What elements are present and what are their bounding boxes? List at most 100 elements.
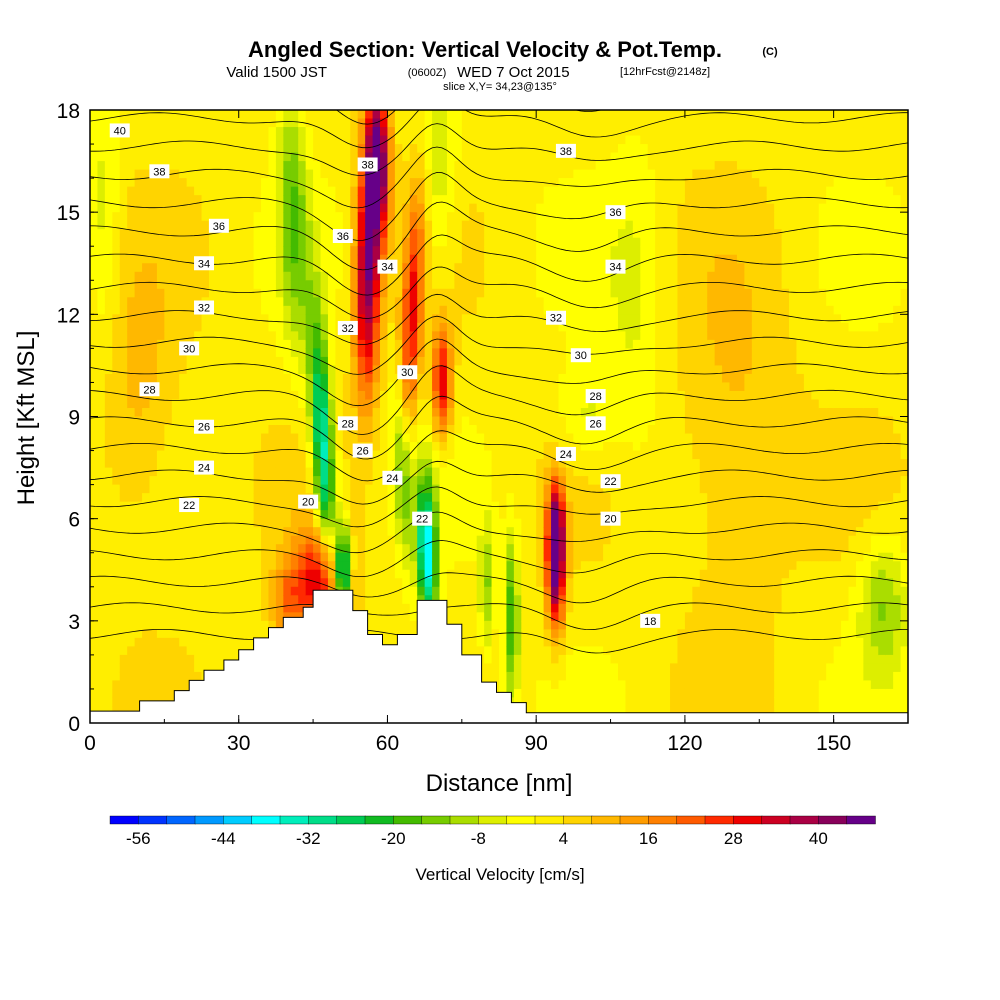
velocity-cell xyxy=(261,246,270,256)
velocity-cell xyxy=(409,467,418,477)
velocity-cell xyxy=(394,484,403,494)
velocity-cell xyxy=(499,263,508,273)
velocity-cell xyxy=(424,561,433,571)
velocity-cell xyxy=(186,365,195,375)
velocity-cell xyxy=(491,161,500,171)
velocity-cell xyxy=(484,348,493,358)
velocity-cell xyxy=(387,305,396,315)
velocity-cell xyxy=(387,348,396,358)
velocity-cell xyxy=(595,118,604,128)
velocity-cell xyxy=(201,612,210,622)
velocity-cell xyxy=(134,161,143,171)
velocity-cell xyxy=(551,484,560,494)
velocity-cell xyxy=(171,654,180,664)
velocity-cell xyxy=(446,331,455,341)
velocity-cell xyxy=(261,450,270,460)
velocity-cell xyxy=(513,646,522,656)
velocity-cell xyxy=(171,620,180,630)
velocity-cell xyxy=(223,476,232,486)
velocity-cell xyxy=(90,476,99,486)
velocity-cell xyxy=(476,365,485,375)
velocity-cell xyxy=(90,407,99,418)
velocity-cell xyxy=(342,186,351,196)
velocity-cell xyxy=(283,416,292,426)
velocity-cell xyxy=(305,578,314,588)
velocity-cell xyxy=(171,459,180,469)
velocity-cell xyxy=(90,144,99,154)
velocity-cell xyxy=(446,186,455,196)
velocity-cell xyxy=(186,229,195,239)
velocity-cell xyxy=(387,416,396,426)
velocity-cell xyxy=(142,646,151,656)
velocity-cell xyxy=(97,263,106,273)
velocity-cell xyxy=(104,697,113,707)
velocity-cell xyxy=(595,535,604,545)
velocity-cell xyxy=(216,612,225,622)
velocity-cell xyxy=(97,288,106,298)
velocity-cell xyxy=(127,476,136,486)
velocity-cell xyxy=(499,416,508,426)
velocity-cell xyxy=(595,569,604,579)
velocity-cell xyxy=(551,152,560,162)
velocity-cell xyxy=(573,671,582,682)
velocity-cell xyxy=(350,186,359,196)
velocity-cell xyxy=(565,229,574,239)
velocity-cell xyxy=(231,271,240,281)
velocity-cell xyxy=(573,603,582,613)
velocity-cell xyxy=(156,603,165,613)
velocity-cell xyxy=(476,416,485,426)
velocity-cell xyxy=(484,254,493,264)
velocity-cell xyxy=(186,442,195,452)
velocity-cell xyxy=(499,152,508,162)
velocity-cell xyxy=(156,680,165,690)
velocity-cell xyxy=(298,510,307,520)
velocity-cell xyxy=(536,246,545,256)
velocity-cell xyxy=(104,578,113,588)
velocity-cell xyxy=(499,612,508,622)
velocity-cell xyxy=(491,288,500,298)
velocity-cell xyxy=(97,271,106,281)
velocity-cell xyxy=(275,339,284,349)
velocity-cell xyxy=(305,305,314,315)
velocity-cell xyxy=(432,442,441,452)
velocity-cell xyxy=(357,569,366,579)
velocity-cell xyxy=(469,271,478,281)
velocity-cell xyxy=(90,620,99,630)
velocity-cell xyxy=(127,407,136,418)
velocity-cell xyxy=(201,433,210,443)
velocity-cell xyxy=(208,535,218,545)
velocity-cell xyxy=(513,671,522,682)
velocity-cell xyxy=(208,450,218,460)
velocity-cell xyxy=(223,637,232,647)
velocity-cell xyxy=(536,212,545,222)
velocity-cell xyxy=(238,203,247,213)
velocity-cell xyxy=(543,152,552,162)
velocity-cell xyxy=(357,305,366,315)
velocity-cell xyxy=(320,459,329,469)
velocity-cell xyxy=(536,339,545,349)
velocity-cell xyxy=(156,620,165,630)
velocity-cell xyxy=(387,271,396,281)
velocity-cell xyxy=(298,152,307,162)
velocity-cell xyxy=(149,484,158,494)
velocity-cell xyxy=(521,305,530,315)
velocity-cell xyxy=(417,578,426,588)
velocity-cell xyxy=(528,552,537,562)
velocity-cell xyxy=(588,382,597,392)
velocity-cell xyxy=(484,620,493,630)
velocity-cell xyxy=(275,407,284,418)
velocity-cell xyxy=(208,569,218,579)
velocity-cell xyxy=(342,484,351,494)
velocity-cell xyxy=(536,416,545,426)
velocity-cell xyxy=(565,629,574,639)
velocity-cell xyxy=(402,399,411,409)
velocity-cell xyxy=(223,459,232,469)
velocity-cell xyxy=(208,552,218,562)
velocity-cell xyxy=(305,535,314,545)
velocity-cell xyxy=(298,322,307,332)
velocity-cell xyxy=(127,493,136,503)
velocity-cell xyxy=(253,212,262,222)
velocity-cell xyxy=(119,382,128,392)
velocity-cell xyxy=(394,629,403,639)
velocity-cell xyxy=(201,390,210,401)
